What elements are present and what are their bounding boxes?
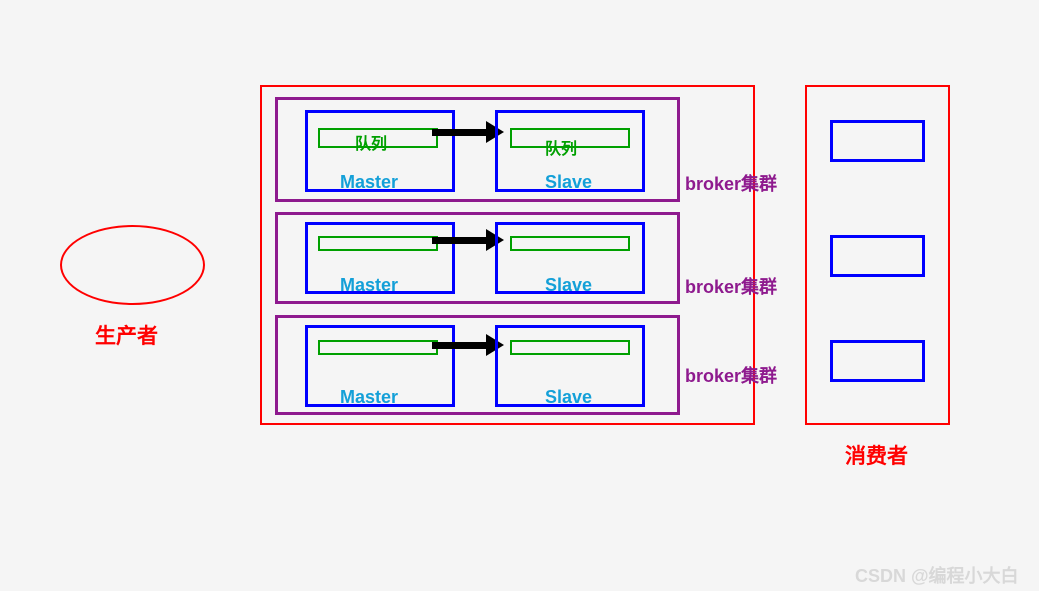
slave-queue-label-0: 队列 <box>545 135 577 159</box>
arrow-shaft <box>432 342 488 349</box>
consumer-label: 消费者 <box>845 440 908 470</box>
slave-queue-box-2 <box>510 340 630 355</box>
cluster-label-1: broker集群 <box>685 273 777 299</box>
diagram-canvas: 生产者 broker集群 Master 队列 Slave 队列 broker集群 Master… <box>0 0 1039 591</box>
consumer-box-0 <box>830 120 925 162</box>
slave-label-2: Slave <box>545 387 592 408</box>
producer-ellipse <box>60 225 205 305</box>
master-label-2: Master <box>340 387 398 408</box>
producer-label: 生产者 <box>95 320 158 350</box>
consumer-box-1 <box>830 235 925 277</box>
master-queue-box-1 <box>318 236 438 251</box>
master-queue-label-0: 队列 <box>355 130 387 154</box>
slave-queue-box-1 <box>510 236 630 251</box>
cluster-label-2: broker集群 <box>685 362 777 388</box>
consumer-box-2 <box>830 340 925 382</box>
arrow-shaft <box>432 237 488 244</box>
master-label-1: Master <box>340 275 398 296</box>
watermark-text: CSDN @编程小大白 <box>855 562 1019 588</box>
cluster-label-0: broker集群 <box>685 170 777 196</box>
slave-label-0: Slave <box>545 172 592 193</box>
slave-label-1: Slave <box>545 275 592 296</box>
master-queue-box-2 <box>318 340 438 355</box>
arrow-shaft <box>432 129 488 136</box>
master-label-0: Master <box>340 172 398 193</box>
